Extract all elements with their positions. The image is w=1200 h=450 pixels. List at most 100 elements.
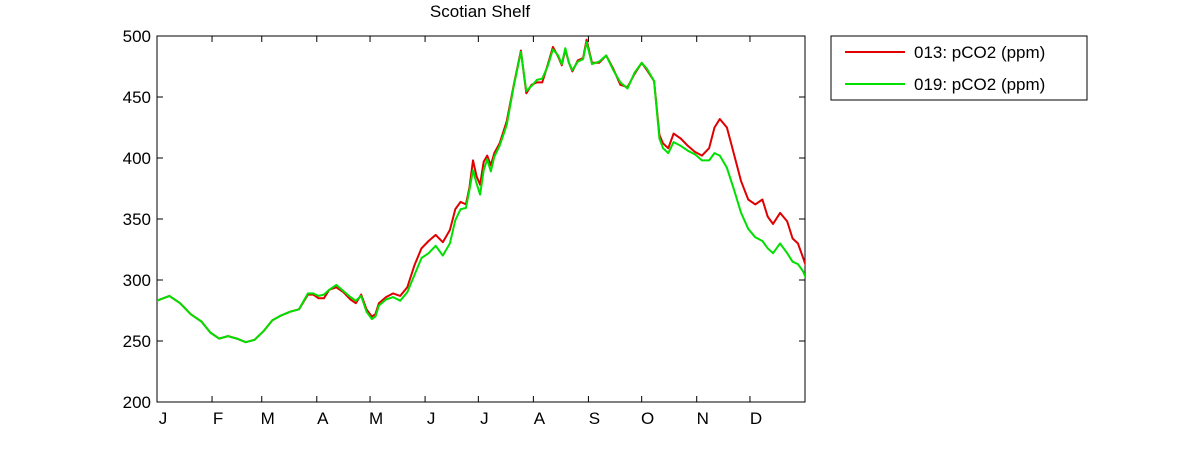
x-tick-label: J [427, 409, 436, 428]
data-point [546, 65, 549, 68]
data-point [582, 58, 584, 60]
data-point [802, 257, 804, 259]
data-point [459, 201, 462, 203]
data-point [626, 87, 629, 90]
data-point [740, 212, 742, 214]
data-point [365, 310, 368, 313]
data-point [619, 84, 622, 86]
data-point [298, 308, 300, 311]
data-point [189, 313, 192, 316]
data-point [317, 295, 320, 297]
data-point [552, 48, 554, 51]
data-point [179, 302, 181, 305]
data-point [713, 126, 716, 129]
data-point [360, 295, 363, 297]
data-point [766, 247, 769, 250]
data-point [317, 297, 320, 300]
data-point [209, 331, 212, 334]
data-point [772, 252, 774, 254]
x-tick-label: J [480, 409, 489, 428]
data-point [253, 339, 256, 341]
data-point [772, 223, 774, 225]
chart-title: Scotian Shelf [430, 2, 530, 21]
data-point [486, 158, 489, 160]
data-point [747, 198, 749, 201]
x-tick-label: D [750, 409, 762, 428]
data-point [482, 169, 485, 171]
data-point [505, 124, 508, 126]
data-point [465, 207, 467, 209]
data-point [271, 319, 274, 322]
y-tick-label: 350 [123, 210, 151, 229]
data-point [672, 141, 675, 143]
data-point [427, 240, 430, 242]
data-point [530, 85, 533, 87]
data-point [605, 54, 607, 57]
data-point [262, 330, 265, 333]
data-point [449, 229, 451, 231]
x-tick-label: N [697, 409, 709, 428]
data-point [482, 160, 485, 163]
data-point [687, 149, 689, 152]
data-point [662, 147, 664, 149]
data-point [227, 335, 229, 337]
data-point [449, 242, 451, 245]
y-tick-label: 300 [123, 271, 151, 290]
data-point [420, 247, 423, 250]
data-point [342, 290, 345, 292]
data-point [733, 188, 735, 191]
data-point [598, 60, 600, 63]
data-point [568, 62, 570, 64]
data-point [493, 152, 496, 154]
data-point [747, 228, 749, 230]
data-point [413, 274, 416, 276]
data-point [200, 320, 203, 323]
data-point [679, 145, 682, 147]
data-point [719, 118, 721, 120]
data-point [541, 81, 543, 84]
data-point [525, 90, 528, 92]
data-point [817, 300, 819, 302]
data-point [766, 215, 769, 218]
data-point [280, 314, 283, 317]
data-point [371, 318, 373, 320]
data-point [719, 154, 721, 157]
x-tick-label: M [369, 409, 383, 428]
data-point [640, 62, 643, 64]
x-tick-label: A [317, 409, 329, 428]
data-point [679, 137, 682, 140]
data-point [786, 220, 788, 223]
data-point [701, 159, 703, 162]
data-point [168, 295, 171, 297]
data-point [434, 234, 437, 236]
data-point [708, 159, 710, 162]
data-point [475, 175, 478, 178]
data-point [335, 284, 338, 286]
x-tick-label: S [589, 409, 600, 428]
data-point [312, 292, 315, 295]
data-point [525, 92, 528, 95]
data-point [585, 38, 588, 41]
y-tick-label: 200 [123, 393, 151, 412]
legend-box [830, 35, 1088, 101]
data-point [802, 270, 804, 273]
data-point [493, 156, 496, 158]
data-point [413, 264, 416, 267]
data-point [392, 292, 394, 295]
data-point [454, 208, 457, 210]
x-tick-label: J [159, 409, 168, 428]
x-tick-label: O [641, 409, 654, 428]
data-point [761, 198, 764, 201]
x-tick-label: M [261, 409, 275, 428]
data-point [564, 47, 567, 49]
data-point [619, 81, 622, 84]
data-point [708, 147, 710, 149]
data-point [520, 51, 522, 53]
data-point [349, 296, 352, 298]
data-point [475, 182, 478, 185]
data-point [399, 299, 402, 302]
data-point [328, 289, 331, 291]
data-point [385, 298, 387, 301]
data-point [459, 208, 462, 210]
